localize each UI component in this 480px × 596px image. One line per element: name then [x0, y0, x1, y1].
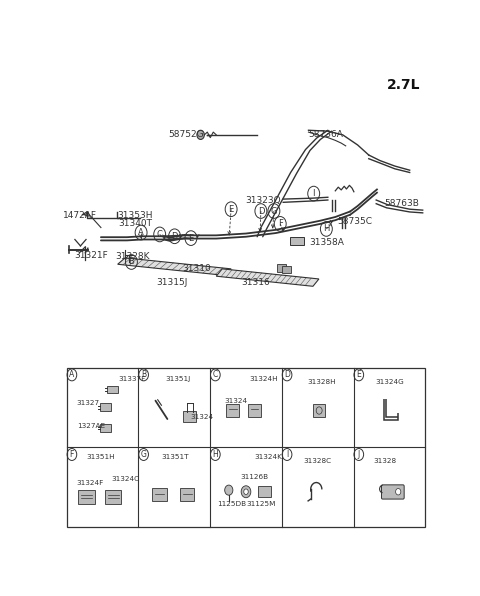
- Text: 31324: 31324: [190, 414, 213, 420]
- Text: 31328C: 31328C: [303, 458, 332, 464]
- Text: 58763B: 58763B: [384, 199, 419, 208]
- FancyBboxPatch shape: [290, 237, 304, 246]
- Text: 31327: 31327: [77, 399, 100, 405]
- Text: 31337F: 31337F: [119, 377, 145, 383]
- FancyBboxPatch shape: [282, 266, 291, 274]
- Text: 31328K: 31328K: [115, 252, 150, 261]
- Text: D: D: [258, 207, 264, 216]
- FancyBboxPatch shape: [227, 404, 239, 417]
- Text: 2.7L: 2.7L: [387, 79, 421, 92]
- FancyBboxPatch shape: [100, 424, 111, 432]
- Text: 31328: 31328: [373, 458, 397, 464]
- Text: 31358A: 31358A: [309, 238, 344, 247]
- Text: 31310: 31310: [183, 264, 212, 273]
- FancyBboxPatch shape: [100, 403, 111, 411]
- Text: B: B: [129, 257, 134, 266]
- Circle shape: [197, 131, 204, 139]
- Text: D: D: [171, 232, 178, 241]
- Text: 31324H: 31324H: [250, 377, 278, 383]
- Text: B: B: [141, 370, 146, 380]
- Text: 1125DB: 1125DB: [217, 501, 246, 507]
- FancyBboxPatch shape: [78, 490, 95, 504]
- Text: G: G: [271, 207, 277, 216]
- Text: 31353H: 31353H: [118, 211, 153, 220]
- Text: 31323Q: 31323Q: [245, 195, 281, 204]
- Text: 31351J: 31351J: [166, 377, 191, 383]
- Text: 31324F: 31324F: [77, 480, 104, 486]
- Text: C: C: [157, 230, 163, 239]
- Text: 58736A: 58736A: [309, 131, 343, 139]
- Text: 31315J: 31315J: [156, 278, 188, 287]
- Circle shape: [244, 489, 248, 495]
- Text: 58735C: 58735C: [337, 216, 372, 226]
- Text: 31351T: 31351T: [161, 454, 189, 460]
- Text: H: H: [213, 450, 218, 459]
- Text: 58752G: 58752G: [168, 131, 204, 139]
- Circle shape: [241, 486, 251, 498]
- FancyBboxPatch shape: [180, 489, 194, 501]
- FancyBboxPatch shape: [382, 485, 404, 499]
- FancyBboxPatch shape: [67, 368, 425, 527]
- Text: 31351H: 31351H: [87, 454, 115, 460]
- Text: F: F: [278, 219, 283, 228]
- FancyBboxPatch shape: [107, 386, 118, 393]
- Text: E: E: [188, 234, 193, 243]
- FancyBboxPatch shape: [313, 404, 325, 417]
- Circle shape: [225, 485, 233, 495]
- Text: A: A: [138, 228, 144, 237]
- Text: 31324K: 31324K: [254, 454, 283, 460]
- Text: 31324: 31324: [225, 398, 248, 404]
- Text: E: E: [228, 204, 234, 214]
- FancyBboxPatch shape: [248, 404, 261, 417]
- FancyBboxPatch shape: [105, 490, 121, 504]
- Text: H: H: [323, 225, 330, 234]
- Polygon shape: [118, 258, 231, 275]
- Text: I: I: [312, 189, 315, 198]
- FancyBboxPatch shape: [183, 411, 196, 423]
- FancyBboxPatch shape: [258, 486, 271, 497]
- Text: 31125M: 31125M: [246, 501, 276, 507]
- Text: 31321F: 31321F: [74, 250, 108, 260]
- Text: 1472AF: 1472AF: [62, 211, 96, 220]
- Text: 31328H: 31328H: [307, 379, 336, 385]
- Text: J: J: [358, 450, 360, 459]
- Text: G: G: [141, 450, 146, 459]
- Text: D: D: [284, 370, 290, 380]
- FancyBboxPatch shape: [277, 264, 286, 272]
- FancyBboxPatch shape: [153, 489, 167, 501]
- Text: 31126B: 31126B: [240, 474, 268, 480]
- Text: 31324G: 31324G: [375, 379, 404, 385]
- Text: 31324C: 31324C: [111, 476, 139, 482]
- Text: 1327AE: 1327AE: [77, 423, 105, 430]
- Text: E: E: [357, 370, 361, 380]
- Text: A: A: [69, 370, 74, 380]
- Text: I: I: [286, 450, 288, 459]
- Text: F: F: [70, 450, 74, 459]
- Polygon shape: [216, 269, 319, 286]
- Text: 31340T: 31340T: [119, 219, 153, 228]
- Text: 31316: 31316: [241, 278, 270, 287]
- Text: C: C: [213, 370, 218, 380]
- Circle shape: [396, 489, 401, 495]
